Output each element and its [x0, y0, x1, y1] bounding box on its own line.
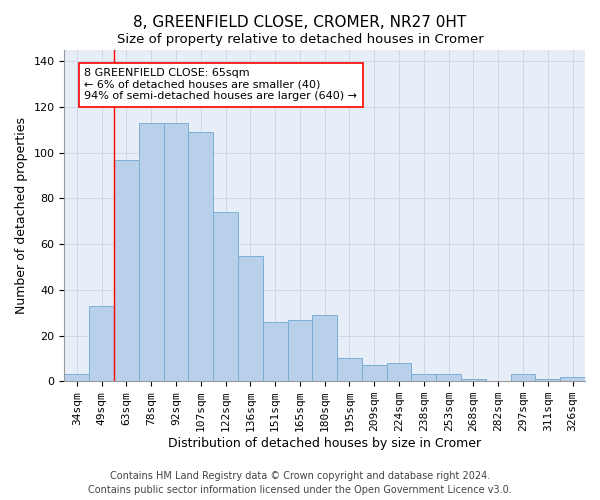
Text: 8 GREENFIELD CLOSE: 65sqm
← 6% of detached houses are smaller (40)
94% of semi-d: 8 GREENFIELD CLOSE: 65sqm ← 6% of detach…: [84, 68, 357, 102]
Bar: [535, 379, 560, 381]
Bar: [213, 212, 238, 381]
Bar: [461, 379, 486, 381]
X-axis label: Distribution of detached houses by size in Cromer: Distribution of detached houses by size …: [168, 437, 481, 450]
Text: 8, GREENFIELD CLOSE, CROMER, NR27 0HT: 8, GREENFIELD CLOSE, CROMER, NR27 0HT: [133, 15, 467, 30]
Bar: [238, 256, 263, 381]
Bar: [511, 374, 535, 381]
Bar: [362, 365, 386, 381]
Bar: [386, 363, 412, 381]
Bar: [263, 322, 287, 381]
Bar: [64, 374, 89, 381]
Y-axis label: Number of detached properties: Number of detached properties: [15, 117, 28, 314]
Bar: [337, 358, 362, 381]
Text: Size of property relative to detached houses in Cromer: Size of property relative to detached ho…: [116, 32, 484, 46]
Bar: [139, 123, 164, 381]
Bar: [89, 306, 114, 381]
Bar: [436, 374, 461, 381]
Bar: [412, 374, 436, 381]
Bar: [114, 160, 139, 381]
Bar: [560, 376, 585, 381]
Bar: [188, 132, 213, 381]
Bar: [164, 123, 188, 381]
Bar: [287, 320, 313, 381]
Text: Contains HM Land Registry data © Crown copyright and database right 2024.
Contai: Contains HM Land Registry data © Crown c…: [88, 471, 512, 495]
Bar: [313, 315, 337, 381]
